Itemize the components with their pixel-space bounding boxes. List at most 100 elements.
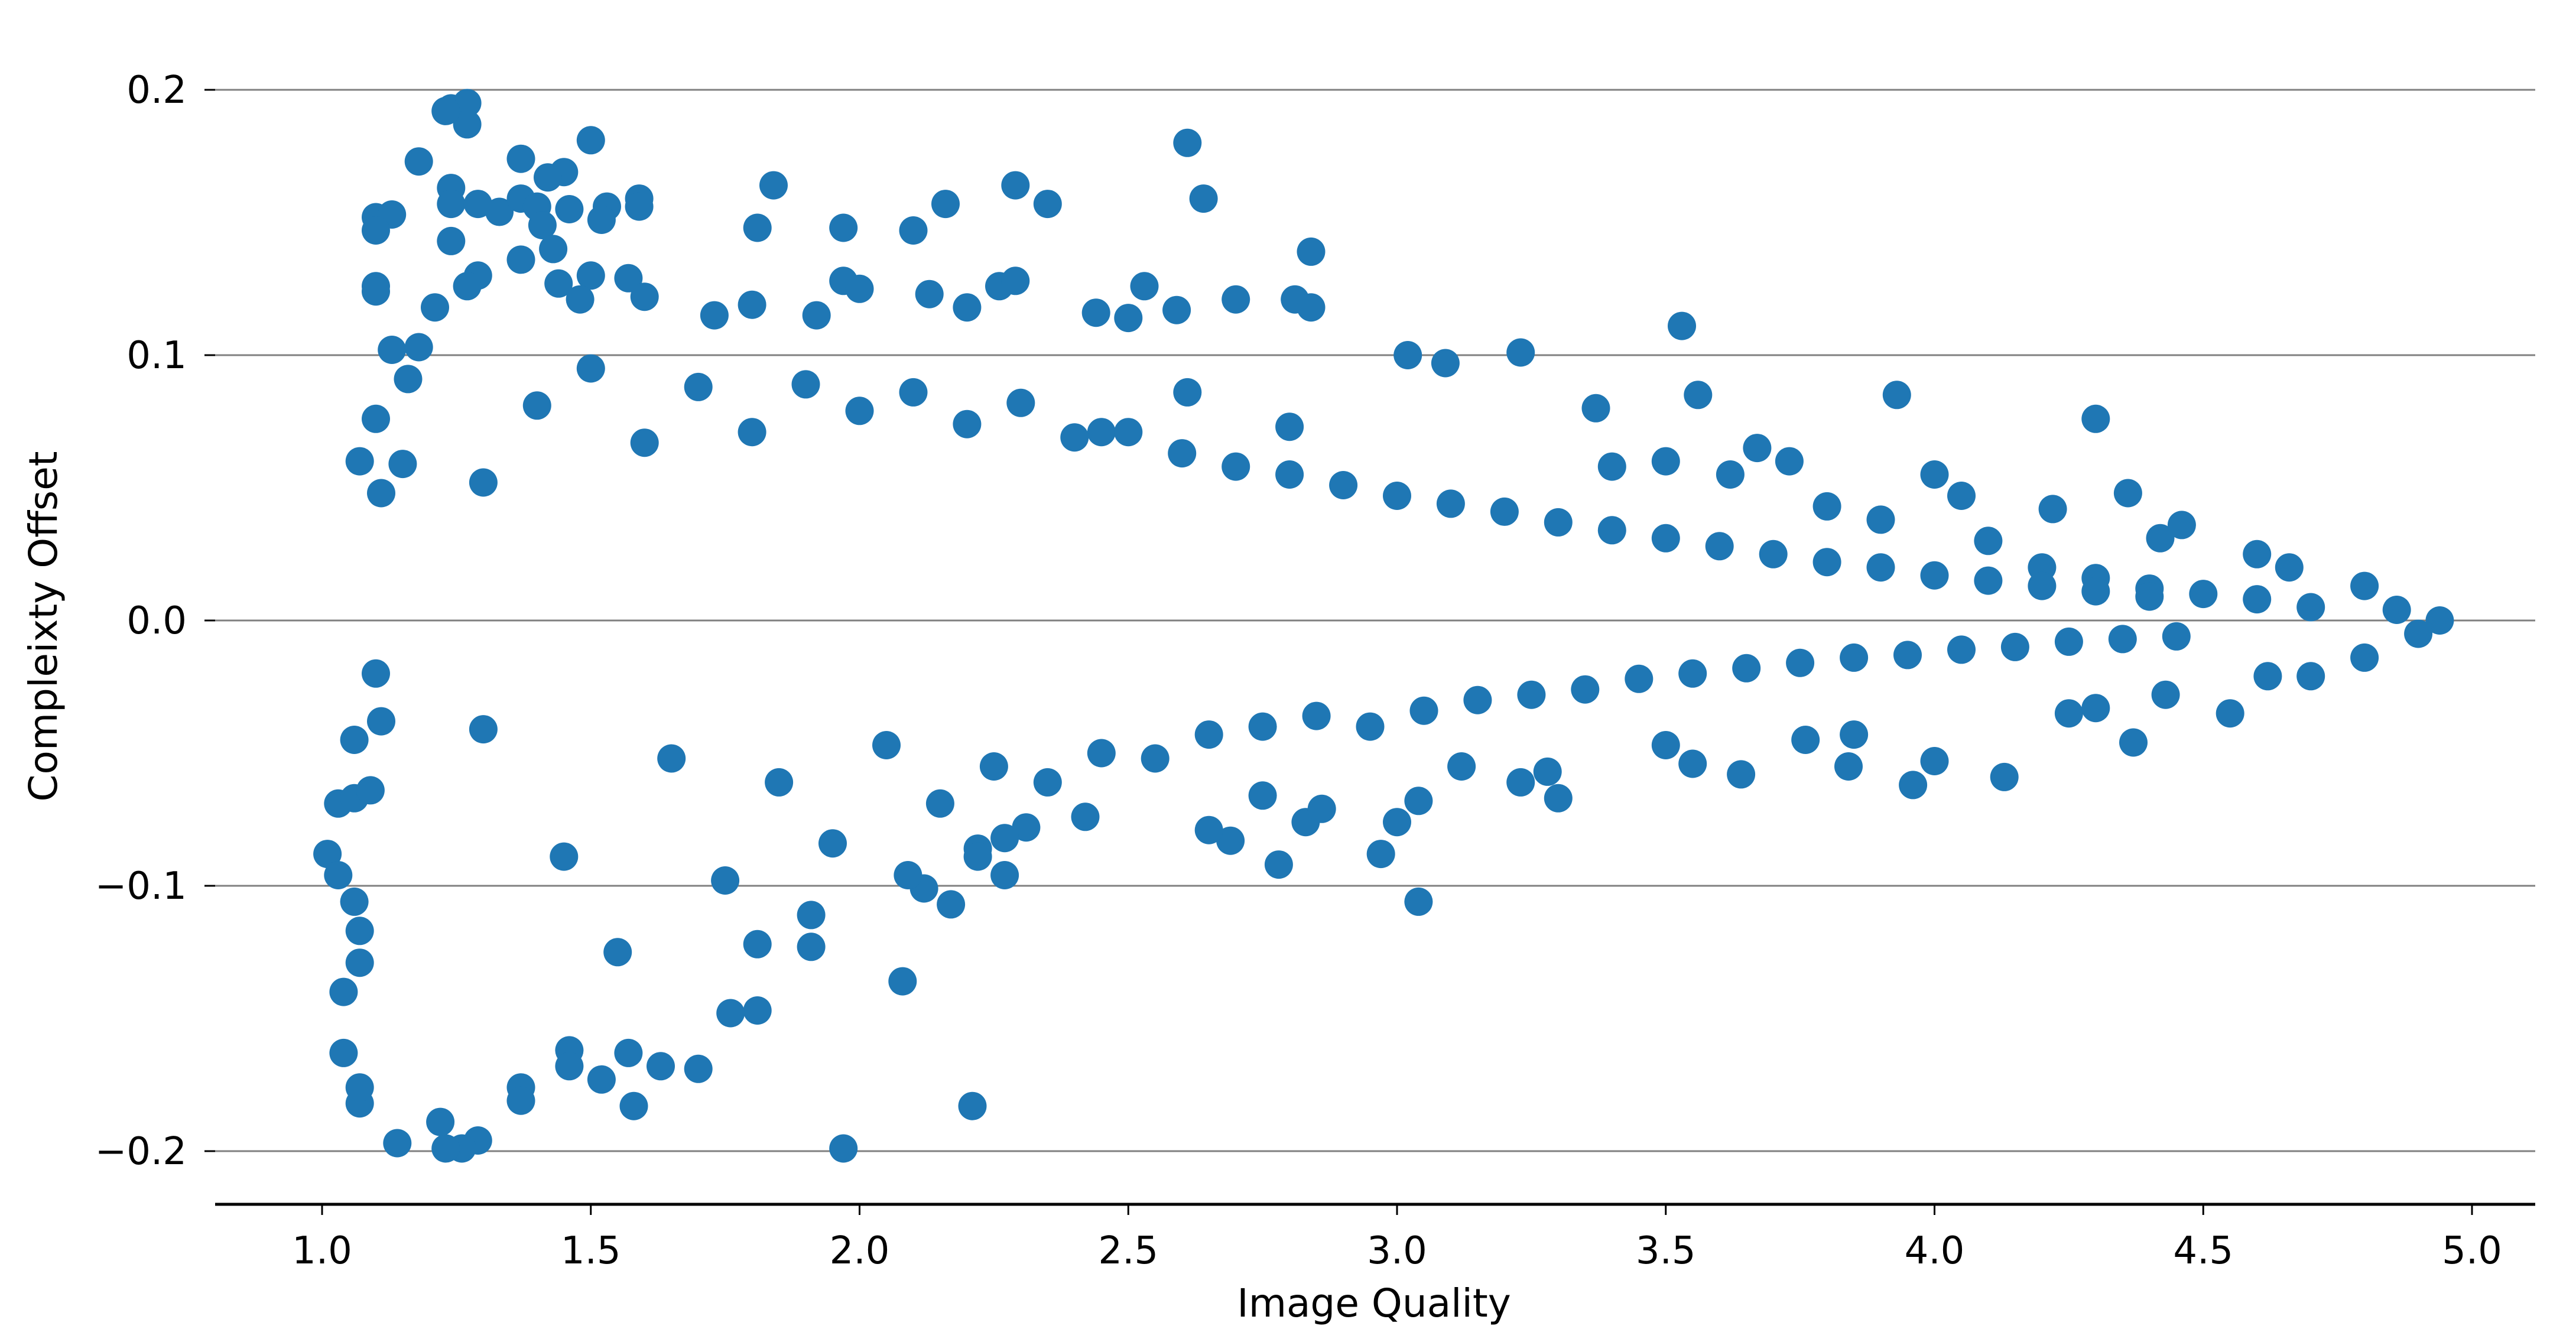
- scatter-point: [1264, 850, 1293, 879]
- scatter-point: [539, 235, 568, 264]
- scatter-point: [1840, 720, 1869, 749]
- scatter-point: [1947, 482, 1976, 510]
- scatter-point: [1716, 460, 1745, 489]
- scatter-point: [388, 450, 417, 479]
- scatter-point: [1033, 190, 1062, 219]
- scatter-point: [1087, 739, 1116, 768]
- scatter-point: [1297, 293, 1326, 322]
- scatter-point: [953, 410, 982, 438]
- scatter-point: [1678, 659, 1707, 688]
- scatter-point: [528, 211, 557, 239]
- scatter-point: [1990, 762, 2019, 791]
- scatter-point: [743, 213, 772, 242]
- scatter-point: [1033, 768, 1062, 797]
- scatter-point: [738, 418, 766, 447]
- scatter-point: [453, 110, 482, 139]
- scatter-point: [1431, 349, 1460, 378]
- scatter-point: [1834, 752, 1863, 781]
- scatter-point: [931, 190, 960, 219]
- scatter-point: [1130, 272, 1159, 301]
- scatter-point: [2081, 404, 2110, 433]
- scatter-point: [2253, 662, 2282, 691]
- x-tick-label: 2.0: [830, 1229, 890, 1273]
- scatter-point: [1275, 412, 1304, 441]
- scatter-point: [1436, 489, 1465, 518]
- scatter-point: [2162, 622, 2191, 651]
- scatter-point: [1248, 781, 1277, 810]
- scatter-point: [2054, 699, 2083, 728]
- scatter-point: [1866, 553, 1895, 582]
- scatter-point: [797, 901, 826, 930]
- scatter-point: [1216, 826, 1245, 855]
- scatter-point: [1678, 749, 1707, 778]
- scatter-point: [1597, 452, 1626, 481]
- scatter-point: [587, 206, 616, 234]
- scatter-point: [1732, 654, 1761, 683]
- scatter-point: [619, 1091, 648, 1120]
- scatter-point: [1840, 643, 1869, 672]
- scatter-point: [469, 715, 498, 744]
- scatter-point: [2151, 680, 2180, 709]
- scatter-point: [765, 768, 794, 797]
- scatter-point: [1506, 768, 1535, 797]
- scatter-point: [1409, 696, 1438, 725]
- scatter-point: [534, 163, 562, 192]
- scatter-point: [2189, 580, 2218, 609]
- axes: 1.0 1.5 2.0 2.5 3.0 3.5 4.0 4.5 5.0 −0.2 −0.1 0.0 0.…: [95, 69, 2535, 1273]
- scatter-point: [1383, 482, 1411, 510]
- scatter-point: [1081, 298, 1110, 327]
- scatter-point: [797, 932, 826, 961]
- scatter-point: [463, 190, 492, 219]
- scatter-point: [576, 126, 605, 155]
- scatter-point: [1812, 492, 1841, 521]
- scatter-point: [625, 192, 654, 221]
- scatter-point: [576, 261, 605, 290]
- scatter-point: [1006, 388, 1035, 417]
- scatter-point: [1060, 423, 1089, 452]
- scatter-point: [1194, 815, 1223, 844]
- scatter-point: [362, 277, 390, 306]
- scatter-point: [469, 468, 498, 497]
- scatter-point: [576, 354, 605, 383]
- scatter-point: [953, 293, 982, 322]
- scatter-point: [1517, 680, 1546, 709]
- scatter-point: [657, 744, 686, 773]
- scatter-point: [431, 96, 460, 125]
- scatter-point: [544, 269, 573, 298]
- scatter-point: [1071, 802, 1100, 831]
- scatter-point: [1920, 747, 1949, 775]
- scatter-point: [791, 370, 820, 399]
- scatter-point: [630, 428, 659, 457]
- scatter-point: [1597, 516, 1626, 545]
- scatter-point: [743, 930, 772, 958]
- scatter-point: [1001, 171, 1030, 200]
- scatter-point: [743, 996, 772, 1025]
- scatter-point: [1162, 295, 1191, 324]
- scatter-point: [2081, 577, 2110, 606]
- scatter-point: [522, 391, 551, 420]
- scatter-point: [899, 216, 928, 245]
- grid-lines: [215, 89, 2535, 1152]
- scatter-point: [324, 861, 353, 889]
- scatter-point: [2135, 582, 2164, 611]
- scatter-point: [937, 890, 966, 919]
- x-tick-label: 2.5: [1098, 1229, 1158, 1273]
- scatter-point: [404, 147, 433, 176]
- scatter-point: [313, 840, 342, 869]
- scatter-point: [1882, 381, 1911, 410]
- scatter-point: [845, 274, 874, 303]
- scatter-point: [426, 1107, 455, 1136]
- scatter-point: [367, 479, 395, 508]
- y-tick-label: 0.2: [126, 69, 187, 112]
- scatter-point: [1812, 548, 1841, 577]
- scatter-point: [1248, 712, 1277, 741]
- scatter-point: [2216, 699, 2244, 728]
- scatter-point: [2350, 571, 2379, 600]
- scatter-point: [958, 1091, 987, 1120]
- scatter-point: [1383, 808, 1411, 837]
- scatter-point: [1920, 561, 1949, 590]
- scatter-point: [421, 293, 449, 322]
- scatter-point: [802, 301, 831, 330]
- scatter-point: [614, 1038, 643, 1067]
